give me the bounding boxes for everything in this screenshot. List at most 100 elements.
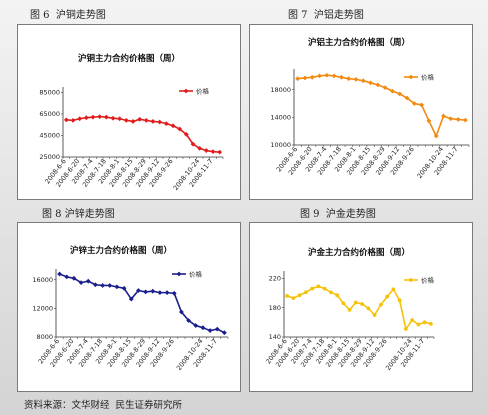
- y-tick-label: 8000: [36, 333, 53, 341]
- data-point: [403, 327, 408, 331]
- data-point: [85, 278, 91, 284]
- data-point: [136, 288, 141, 293]
- data-point: [71, 275, 77, 281]
- data-point: [57, 271, 62, 277]
- data-point: [171, 290, 177, 296]
- data-point: [90, 114, 96, 120]
- chart-zinc: 沪锌主力合约价格图（周）800012000160002008-6-62008-6…: [32, 245, 229, 372]
- data-point: [310, 286, 315, 291]
- y-tick-label: 25000: [39, 153, 60, 161]
- data-point: [143, 289, 148, 295]
- data-point: [163, 121, 169, 127]
- source-note: 资料来源：文华财经 民生证券研究所: [24, 400, 183, 411]
- y-tick-label: 220: [269, 275, 281, 283]
- data-point: [324, 72, 330, 78]
- data-point: [103, 114, 109, 120]
- data-point: [353, 300, 358, 305]
- chart-panel-aluminum: 沪铝主力合约价格图（周） 10000 14000 18000 2008-6-6 2008-…: [249, 24, 473, 200]
- chart-panel-gold: 沪金主力合约价格图（周） 140 180 220 2008-6-6 2008-6-20 20…: [249, 222, 473, 392]
- data-point: [382, 85, 388, 91]
- data-point: [448, 116, 454, 122]
- legend-swatch-marker: [409, 278, 413, 282]
- data-point: [397, 298, 402, 303]
- data-point: [297, 293, 302, 298]
- data-point: [338, 74, 344, 80]
- data-point: [150, 119, 156, 124]
- data-point: [107, 283, 113, 288]
- data-point: [63, 117, 69, 123]
- data-point: [64, 274, 70, 280]
- data-point: [385, 294, 390, 299]
- data-point: [177, 126, 183, 132]
- data-point: [331, 73, 337, 79]
- chart-title: 沪铝主力合约价格图（周）: [308, 37, 410, 48]
- data-point: [397, 91, 403, 97]
- data-point: [114, 284, 120, 290]
- chart-title: 沪铜主力合约价格图（周）: [78, 53, 180, 64]
- y-tick-label: 10000: [270, 141, 291, 149]
- y-tick-label: 140: [269, 333, 281, 341]
- data-point: [428, 321, 433, 326]
- data-point: [123, 117, 129, 123]
- data-point: [285, 294, 290, 298]
- data-point: [309, 74, 315, 80]
- data-point: [441, 113, 446, 119]
- data-point: [83, 115, 89, 121]
- data-point: [346, 76, 352, 82]
- data-point: [157, 119, 163, 125]
- legend-label: 价格: [189, 269, 203, 278]
- series-line: [59, 273, 225, 334]
- data-point: [186, 318, 191, 323]
- figure-caption-aluminum: 图 7 沪铝走势图: [288, 10, 364, 21]
- data-point: [170, 123, 176, 129]
- chart-gold: 沪金主力合约价格图（周）1401802202008-6-62008-6-2020…: [264, 247, 435, 372]
- chart-copper: 沪铜主力合约价格图（周）250004500065000850002008-6-6…: [39, 53, 224, 192]
- chart-panel-copper: 沪铜主力合约价格图（周） 25000 45000 65000 85000 2008-6-6…: [17, 24, 241, 200]
- data-point: [391, 287, 396, 292]
- data-point: [130, 119, 136, 124]
- legend-label: 价格: [196, 86, 210, 95]
- data-point: [322, 286, 327, 291]
- data-point: [426, 118, 432, 124]
- data-point: [368, 80, 373, 86]
- data-point: [207, 328, 213, 333]
- legend-swatch-marker: [183, 88, 189, 94]
- data-point: [117, 116, 123, 122]
- data-point: [121, 285, 127, 291]
- data-point: [341, 301, 346, 306]
- y-tick-label: 65000: [39, 110, 60, 118]
- data-point: [303, 290, 308, 295]
- y-tick-label: 12000: [32, 305, 53, 313]
- legend-swatch-marker: [176, 271, 182, 277]
- data-point: [97, 114, 103, 120]
- y-tick-label: 18000: [270, 86, 291, 94]
- data-point: [366, 306, 371, 311]
- data-point: [197, 145, 203, 151]
- series-line: [297, 74, 466, 137]
- data-point: [419, 102, 425, 108]
- data-point: [328, 290, 333, 295]
- data-point: [353, 76, 359, 82]
- data-point: [378, 302, 383, 307]
- data-point: [422, 320, 427, 325]
- figure-caption-copper: 图 6 沪铜走势图: [30, 10, 106, 21]
- data-point: [190, 141, 196, 147]
- legend-label: 价格: [421, 275, 435, 284]
- data-point: [164, 290, 170, 296]
- data-point: [179, 309, 184, 315]
- data-point: [291, 296, 296, 301]
- data-point: [404, 95, 410, 101]
- data-point: [360, 302, 365, 306]
- y-tick-label: 85000: [39, 89, 60, 97]
- chart-title: 沪锌主力合约价格图（周）: [70, 245, 172, 256]
- data-point: [77, 116, 83, 122]
- series-line: [66, 115, 220, 153]
- legend-label: 价格: [421, 72, 435, 81]
- data-point: [317, 73, 322, 79]
- data-point: [295, 76, 301, 82]
- data-point: [372, 313, 377, 317]
- data-point: [462, 117, 468, 123]
- data-point: [143, 117, 149, 123]
- data-point: [455, 117, 461, 122]
- y-tick-label: 14000: [270, 114, 291, 122]
